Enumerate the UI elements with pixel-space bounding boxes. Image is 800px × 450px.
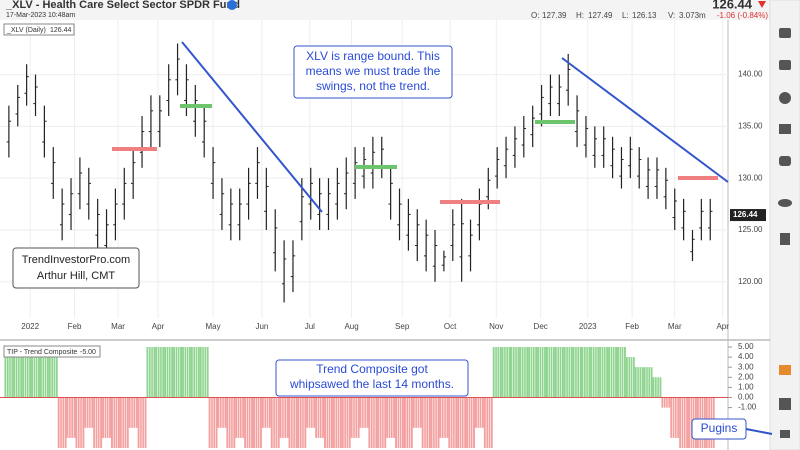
x-tick-label: Aug [344, 322, 358, 331]
x-tick-label: Sep [395, 322, 410, 331]
last-price: 126.44 [733, 210, 758, 219]
annotation-text: whipsawed the last 14 months. [289, 377, 454, 391]
low-label: L: [622, 11, 629, 20]
header-bar [0, 0, 770, 20]
legend-box [3, 345, 101, 358]
tool-icon[interactable] [779, 124, 791, 134]
toolbar-icons [778, 28, 792, 438]
watermark: Arthur Hill, CMT [37, 270, 116, 282]
y-tick-label: 130.00 [738, 173, 763, 182]
x-tick-label: Mar [111, 322, 125, 331]
volume: 3.073m [679, 11, 706, 20]
y-tick-label: 5.00 [738, 342, 754, 351]
high-label: H: [576, 11, 584, 20]
down-arrow [758, 1, 766, 8]
tool-icon[interactable] [779, 28, 791, 38]
y-tick-label: 1.00 [738, 383, 754, 392]
datetime: 17-Mar-2023 10:48am [6, 12, 75, 19]
annotation-box [275, 359, 469, 397]
x-tick-label: May [206, 322, 221, 331]
x-tick-label: 2022 [21, 322, 39, 331]
open-label: O: [531, 11, 539, 20]
legend-value: 126.44 [50, 27, 72, 34]
tool-icon[interactable] [779, 398, 791, 410]
y-tick-label: 125.00 [738, 225, 763, 234]
x-tick-label: Nov [489, 322, 503, 331]
y-tick-label: 140.00 [738, 70, 763, 79]
watermark-box [12, 247, 140, 289]
last-price-tag [730, 209, 766, 222]
x-tick-label: Jun [255, 322, 268, 331]
x-tick-label: Apr [152, 322, 165, 331]
legend-name: TIP - Trend Composite [7, 349, 77, 356]
annotation-arrow [745, 428, 773, 435]
x-tick-label: 2023 [579, 322, 597, 331]
legend-name: _XLV (Daily) [6, 27, 46, 34]
watermark: TrendInvestorPro.com [22, 254, 130, 266]
y-tick-label: 3.00 [738, 362, 754, 371]
symbol-title: _XLV - Health Care Select Sector SPDR Fu… [5, 0, 240, 11]
y-tick-label: 0.00 [738, 393, 754, 402]
y-tick-label: 120.00 [738, 277, 763, 286]
low: 126.13 [632, 11, 657, 20]
change: -1.06 (-0.84%) [717, 11, 768, 20]
tool-icon[interactable] [780, 233, 790, 245]
trend-line [561, 57, 729, 183]
x-tick-label: Feb [68, 322, 82, 331]
annotation-text: means we must trade the [306, 64, 441, 78]
annotation-box [293, 45, 453, 99]
tool-icon[interactable] [779, 365, 791, 375]
info-icon[interactable] [227, 0, 237, 10]
drawings [112, 41, 729, 213]
volume-label: V: [668, 11, 675, 20]
tool-icon[interactable] [780, 430, 790, 438]
y-tick-label: -1.00 [738, 403, 757, 412]
high: 127.49 [588, 11, 613, 20]
trend-line [181, 41, 323, 213]
open: 127.39 [542, 11, 567, 20]
tool-icon[interactable] [779, 60, 791, 70]
tool-icon[interactable] [779, 156, 791, 166]
tool-icon[interactable] [778, 199, 792, 207]
x-tick-label: Dec [534, 322, 548, 331]
plot: 120.00 125.00 130.00 135.00 140.00 2022 Feb Mar… [0, 20, 766, 448]
annotation-text: Trend Composite got [316, 362, 428, 376]
annotation-text: swings, not the trend. [316, 79, 430, 93]
toolbar [769, 0, 800, 450]
price: 126.44 [712, 0, 753, 11]
y-tick-label: 4.00 [738, 352, 754, 361]
y-tick-label: 135.00 [738, 122, 763, 131]
y-tick-label: 2.00 [738, 372, 754, 381]
x-tick-label: Apr [716, 322, 729, 331]
x-tick-label: Oct [444, 322, 457, 331]
legend-box [3, 23, 75, 36]
x-tick-label: Feb [625, 322, 639, 331]
tool-icon[interactable] [779, 92, 791, 104]
legend-value: -5.00 [80, 349, 96, 356]
annotation-text: XLV is range bound. This [306, 49, 440, 63]
x-tick-label: Jul [305, 322, 315, 331]
annotation-text: Pugins [701, 421, 738, 435]
x-tick-label: Mar [668, 322, 682, 331]
